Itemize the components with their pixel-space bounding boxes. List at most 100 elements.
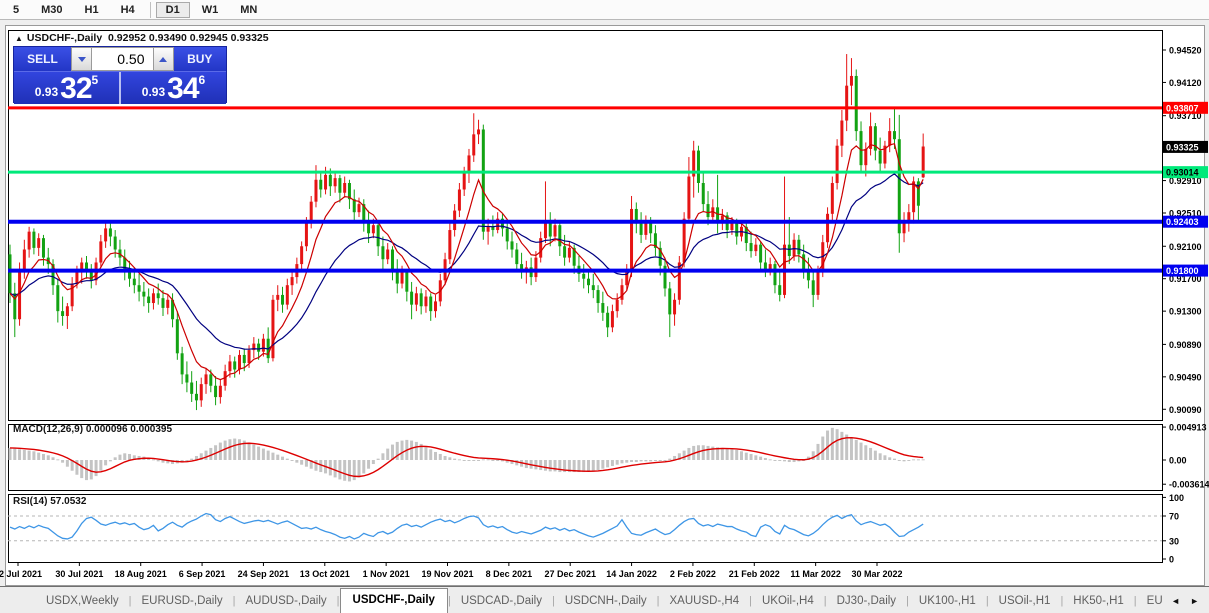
one-click-trade-panel: SELL BUY 0.93 32 5 0.93 34 6 xyxy=(13,46,227,104)
tab-uk100-h1[interactable]: UK100-,H1 xyxy=(918,594,976,607)
current-price-badge: 0.93325 xyxy=(1163,140,1208,153)
svg-text:0.91300: 0.91300 xyxy=(1169,307,1202,317)
buy-price-display[interactable]: 0.93 34 6 xyxy=(121,72,226,104)
tab-usdx-weekly[interactable]: USDX,Weekly xyxy=(46,594,119,607)
timeframe-button-h1[interactable]: H1 xyxy=(84,3,99,16)
tab-eurusd-daily[interactable]: EURUSD-,Daily xyxy=(141,594,223,607)
svg-text:2 Feb 2022: 2 Feb 2022 xyxy=(670,569,716,579)
indicator-axes: 0.004913 0.00 -0.003614 100 70 30 0 xyxy=(1162,423,1209,565)
timeframe-button-h4[interactable]: H4 xyxy=(120,3,135,16)
lot-decrease-button[interactable] xyxy=(71,47,92,71)
svg-text:21 Feb 2022: 21 Feb 2022 xyxy=(729,569,780,579)
tab-separator: | xyxy=(749,594,752,607)
date-axis: 12 Jul 2021 30 Jul 2021 18 Aug 2021 6 Sep 2… xyxy=(0,562,903,579)
tab-separator: | xyxy=(906,594,909,607)
svg-text:0.92910: 0.92910 xyxy=(1169,176,1202,186)
svg-text:13 Oct 2021: 13 Oct 2021 xyxy=(300,569,350,579)
svg-text:0.94520: 0.94520 xyxy=(1169,46,1202,56)
tab-separator: | xyxy=(232,594,236,607)
tab-separator: | xyxy=(336,594,340,607)
svg-text:0.00: 0.00 xyxy=(1169,456,1187,466)
chart-tabs-bar: USDX,Weekly | EURUSD-,Daily | AUDUSD-,Daily |… xyxy=(0,586,1209,613)
rsi-line xyxy=(9,512,924,540)
tab-usdcad-daily[interactable]: USDCAD-,Daily xyxy=(460,594,542,607)
sell-price-pip: 5 xyxy=(91,73,99,87)
buy-price-big: 34 xyxy=(167,72,199,105)
tab-dj30-daily[interactable]: DJ30-,Daily xyxy=(836,594,897,607)
scroll-right-icon[interactable]: ► xyxy=(1190,595,1199,606)
tab-ukoil-h4[interactable]: UKOil-,H4 xyxy=(762,594,814,607)
timeframe-button-d1[interactable]: D1 xyxy=(155,1,190,18)
svg-text:14 Jan 2022: 14 Jan 2022 xyxy=(606,569,657,579)
tab-separator: | xyxy=(447,594,451,607)
buy-price-prefix: 0.93 xyxy=(141,85,166,99)
svg-text:0.91800: 0.91800 xyxy=(1166,266,1199,276)
tab-separator: | xyxy=(656,594,660,607)
sell-price-display[interactable]: 0.93 32 5 xyxy=(14,72,121,104)
level-lines: 0.93807 0.93014 0.92403 0.91800 xyxy=(8,101,1208,277)
svg-text:0.004913: 0.004913 xyxy=(1169,423,1207,433)
sell-price-prefix: 0.93 xyxy=(34,85,59,99)
svg-text:0.91700: 0.91700 xyxy=(1169,274,1202,284)
macd-signal-line xyxy=(9,437,924,478)
svg-text:-0.003614: -0.003614 xyxy=(1169,480,1209,490)
triangle-up-icon xyxy=(159,56,167,62)
svg-text:24 Sep 2021: 24 Sep 2021 xyxy=(238,569,290,579)
sell-button[interactable]: SELL xyxy=(14,47,71,71)
svg-text:30: 30 xyxy=(1169,536,1179,546)
tab-audusd-daily[interactable]: AUDUSD-,Daily xyxy=(245,594,327,607)
chart-tabs: USDX,Weekly | EURUSD-,Daily | AUDUSD-,Daily |… xyxy=(0,587,1167,613)
tab-scroll-controls: ◄ ► xyxy=(1167,587,1209,613)
lot-increase-button[interactable] xyxy=(152,47,174,71)
tab-usoil-h1[interactable]: USOil-,H1 xyxy=(998,594,1051,607)
timeframe-button-mn[interactable]: MN xyxy=(240,3,258,16)
buy-button[interactable]: BUY xyxy=(173,47,226,71)
tab-separator: | xyxy=(128,594,132,607)
tab-separator: | xyxy=(823,594,827,607)
timeframe-button-m30[interactable]: M30 xyxy=(41,3,63,16)
timeframe-button-w1[interactable]: W1 xyxy=(201,3,219,16)
svg-text:12 Jul 2021: 12 Jul 2021 xyxy=(0,569,42,579)
svg-text:0.90490: 0.90490 xyxy=(1169,372,1202,382)
tab-xauusd-h4[interactable]: XAUUSD-,H4 xyxy=(669,594,740,607)
svg-text:0.93014: 0.93014 xyxy=(1166,168,1199,178)
svg-text:30 Jul 2021: 30 Jul 2021 xyxy=(55,569,103,579)
svg-text:18 Aug 2021: 18 Aug 2021 xyxy=(115,569,167,579)
toolbar-separator xyxy=(149,1,151,18)
scroll-left-icon[interactable]: ◄ xyxy=(1171,595,1181,606)
tab-hk50-h1[interactable]: HK50-,H1 xyxy=(1073,594,1124,607)
tab-separator: | xyxy=(1133,594,1137,607)
triangle-down-icon xyxy=(77,56,86,62)
ma-fast-line xyxy=(9,142,924,381)
tab-eu[interactable]: EU xyxy=(1146,594,1163,607)
svg-text:0.92510: 0.92510 xyxy=(1169,209,1202,219)
svg-text:0.90090: 0.90090 xyxy=(1169,405,1202,415)
tab-usdchf-daily[interactable]: USDCHF-,Daily xyxy=(339,587,448,613)
svg-text:0: 0 xyxy=(1169,555,1174,565)
timeframe-button-5[interactable]: 5 xyxy=(13,3,20,16)
svg-text:100: 100 xyxy=(1169,493,1184,503)
svg-text:70: 70 xyxy=(1169,512,1179,522)
svg-text:0.93710: 0.93710 xyxy=(1169,111,1202,121)
tab-separator: | xyxy=(985,594,989,607)
svg-text:11 Mar 2022: 11 Mar 2022 xyxy=(790,569,841,579)
ma-slow-line xyxy=(9,173,924,350)
svg-text:8 Dec 2021: 8 Dec 2021 xyxy=(486,569,533,579)
svg-text:0.90890: 0.90890 xyxy=(1169,340,1202,350)
tab-separator: | xyxy=(1060,594,1064,607)
svg-text:30 Mar 2022: 30 Mar 2022 xyxy=(851,569,902,579)
tab-separator: | xyxy=(551,594,555,607)
svg-text:0.92100: 0.92100 xyxy=(1169,242,1202,252)
price-axis: 0.945200.941200.937100.933100.929100.925… xyxy=(1162,46,1202,415)
svg-text:19 Nov 2021: 19 Nov 2021 xyxy=(421,569,473,579)
buy-price-pip: 6 xyxy=(198,73,206,87)
svg-text:27 Dec 2021: 27 Dec 2021 xyxy=(544,569,596,579)
sell-price-big: 32 xyxy=(60,72,92,105)
svg-text:1 Nov 2021: 1 Nov 2021 xyxy=(363,569,410,579)
svg-text:0.94120: 0.94120 xyxy=(1169,78,1202,88)
tab-usdcnh-daily[interactable]: USDCNH-,Daily xyxy=(564,594,647,607)
svg-text:0.92403: 0.92403 xyxy=(1166,217,1199,227)
lot-size-input[interactable] xyxy=(92,47,153,71)
timeframe-toolbar: 5 M30 H1 H4 D1 W1 MN xyxy=(0,0,1209,20)
